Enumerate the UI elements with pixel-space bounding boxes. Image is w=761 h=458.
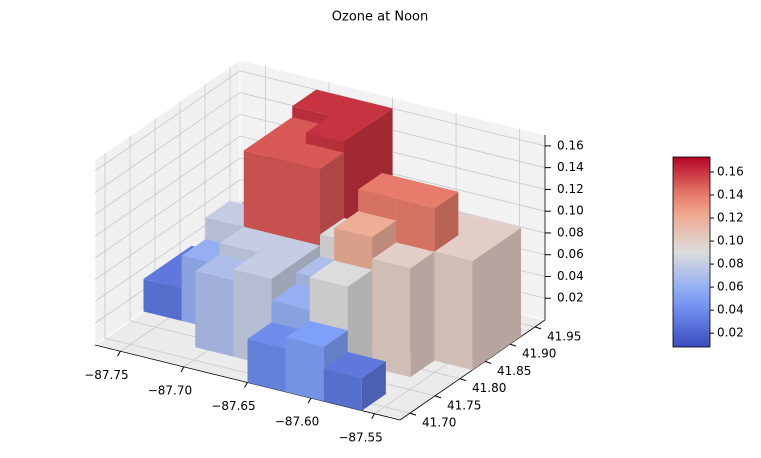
grid-line (94, 157, 241, 259)
cell-front (195, 271, 234, 357)
x-tick-label: −87.70 (148, 383, 192, 397)
z-tick-label: 0.02 (557, 291, 584, 305)
cell-side (472, 244, 497, 370)
x-tick (180, 366, 185, 373)
x-tick (244, 382, 248, 388)
grid-line (94, 114, 241, 215)
colorbar-tick-label: 0.08 (717, 257, 744, 271)
y-tick (409, 412, 417, 416)
x-tick (307, 397, 312, 404)
cell-side (410, 251, 435, 378)
surface-cell (323, 352, 386, 411)
cell-side (361, 361, 386, 411)
cell-front (434, 251, 473, 370)
cell-top (458, 218, 521, 245)
cell-top (309, 260, 373, 287)
cell-top (285, 320, 348, 347)
x-tick-label: −87.75 (84, 368, 128, 382)
surface-cell (434, 235, 497, 370)
x-tick-label: −87.55 (338, 430, 382, 444)
y-tick-label: 41.90 (522, 347, 556, 361)
cell-top (358, 172, 421, 199)
y-tick-label: 41.80 (472, 381, 506, 395)
x-tick (116, 350, 121, 357)
cell-top (323, 352, 386, 378)
y-tick (459, 378, 467, 382)
colorbar-tick-label: 0.14 (717, 188, 744, 202)
y-tick-label: 41.85 (497, 364, 531, 378)
colorbar (672, 156, 711, 348)
cell-top (243, 133, 306, 160)
grid-line (94, 70, 241, 172)
z-tick-label: 0.04 (557, 269, 584, 283)
cell-top (396, 182, 459, 209)
cell-top (219, 226, 282, 253)
colorbar-tick-label: 0.06 (717, 280, 744, 294)
cell-top (434, 235, 497, 262)
y-tick-label: 41.95 (547, 329, 581, 343)
grid-line (94, 92, 241, 193)
x-tick-label: −87.65 (211, 399, 255, 413)
cell-top (292, 89, 355, 116)
cell-side (496, 227, 521, 354)
cell-top (257, 236, 320, 262)
colorbar-tick-label: 0.16 (717, 164, 744, 178)
cell-front (323, 368, 362, 411)
cell-top (372, 242, 435, 269)
x-tick-label: −87.60 (275, 415, 319, 429)
z-tick-label: 0.08 (557, 225, 584, 239)
cell-top (281, 143, 344, 170)
z-tick-label: 0.06 (557, 247, 584, 261)
x-tick (371, 413, 376, 420)
grid-line (94, 179, 241, 281)
z-tick-label: 0.16 (557, 138, 584, 152)
chart-title: Ozone at Noon (332, 10, 428, 25)
cell-top (330, 99, 393, 125)
cell-front (143, 278, 182, 321)
y-tick (509, 343, 517, 347)
z-tick-label: 0.14 (557, 160, 584, 174)
cell-front (285, 337, 324, 402)
cell-top (233, 252, 296, 279)
colorbar-tick-label: 0.10 (717, 234, 744, 248)
grid-line (94, 135, 241, 237)
y-tick (484, 360, 492, 364)
cell-front (247, 338, 286, 392)
y-tick-label: 41.70 (422, 416, 456, 430)
y-tick (534, 326, 542, 330)
cell-front (372, 258, 411, 378)
y-tick (434, 395, 442, 399)
y-tick-label: 41.75 (447, 398, 481, 412)
cell-top (334, 211, 397, 238)
colorbar-tick-label: 0.04 (717, 303, 744, 317)
colorbar-tick-label: 0.02 (717, 326, 744, 340)
surface-cell (372, 242, 435, 378)
cell-top (305, 115, 369, 142)
z-tick-label: 0.12 (557, 182, 584, 196)
z-tick-label: 0.10 (557, 204, 584, 218)
colorbar-tick-label: 0.12 (717, 211, 744, 225)
